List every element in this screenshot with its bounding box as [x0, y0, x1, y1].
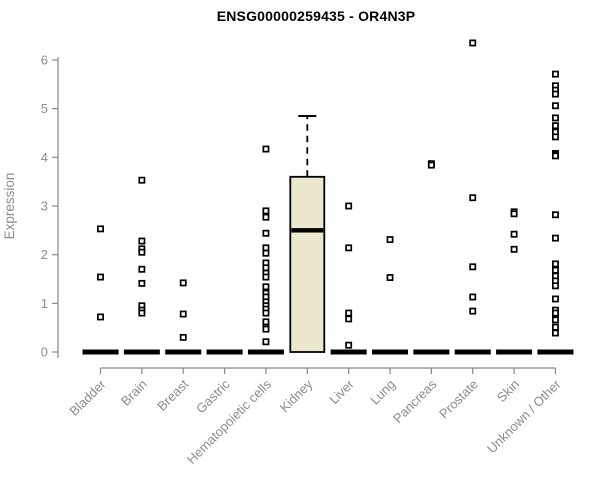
- data-point: [469, 194, 477, 202]
- data-point: [262, 283, 270, 291]
- data-point: [552, 152, 559, 160]
- data-point: [97, 273, 104, 281]
- data-point: [345, 244, 353, 252]
- data-point: [262, 273, 270, 281]
- median-line: [496, 349, 533, 355]
- data-point: [345, 341, 353, 349]
- median-line: [291, 228, 324, 233]
- data-point: [262, 325, 270, 333]
- x-tick-label: Brain: [118, 377, 150, 409]
- data-point: [262, 318, 270, 326]
- data-point: [262, 249, 270, 257]
- data-point: [262, 145, 270, 153]
- y-tick-label: 4: [41, 150, 48, 165]
- data-point: [262, 264, 270, 272]
- data-point: [262, 229, 270, 237]
- data-point: [552, 295, 559, 303]
- median-line: [123, 349, 160, 355]
- data-point: [510, 230, 518, 238]
- data-point: [552, 323, 559, 331]
- data-point: [510, 245, 518, 253]
- median-line: [206, 349, 243, 355]
- data-point: [552, 114, 559, 122]
- median-line: [82, 349, 119, 355]
- data-point: [179, 310, 187, 318]
- y-tick-label: 3: [41, 199, 48, 214]
- data-point: [552, 282, 559, 290]
- data-point: [345, 309, 353, 317]
- data-point: [552, 260, 559, 268]
- data-point: [469, 263, 477, 271]
- data-point: [97, 225, 104, 233]
- box: [289, 175, 326, 353]
- median-line: [413, 349, 450, 355]
- y-tick-label: 5: [41, 101, 48, 116]
- data-point: [552, 90, 559, 98]
- data-point: [552, 234, 559, 242]
- x-tick-label: Liver: [326, 376, 357, 407]
- median-line: [247, 349, 284, 355]
- x-tick-label: Pancreas: [390, 376, 440, 426]
- data-point: [138, 279, 146, 287]
- data-point: [262, 213, 270, 221]
- data-point: [262, 244, 270, 252]
- x-tick-label: Prostate: [436, 377, 481, 422]
- data-point: [552, 316, 559, 324]
- x-tick-label: Breast: [154, 376, 191, 413]
- data-point: [179, 279, 187, 287]
- data-point: [427, 161, 435, 169]
- data-point: [345, 202, 353, 210]
- data-point: [386, 236, 394, 244]
- data-point: [552, 133, 559, 141]
- data-point: [138, 237, 146, 245]
- data-point: [97, 313, 104, 321]
- data-point: [262, 207, 270, 215]
- data-point: [138, 309, 146, 317]
- x-tick-label: Skin: [494, 377, 522, 405]
- data-point: [552, 309, 559, 317]
- y-axis-title: Expression: [2, 173, 17, 240]
- data-point: [552, 122, 559, 130]
- median-line: [372, 349, 409, 355]
- median-line: [165, 349, 202, 355]
- data-point: [552, 266, 559, 274]
- data-point: [179, 333, 187, 341]
- x-tick-label: Unknown / Other: [484, 376, 564, 456]
- data-point: [386, 274, 394, 281]
- data-point: [469, 307, 477, 315]
- data-point: [469, 293, 477, 301]
- data-point: [552, 329, 559, 337]
- data-point: [552, 70, 559, 78]
- data-point: [552, 211, 559, 219]
- median-line: [330, 349, 367, 355]
- x-tick-label: Kidney: [277, 376, 316, 415]
- median-line: [454, 349, 491, 355]
- y-tick-label: 1: [41, 296, 48, 311]
- data-point: [138, 265, 146, 273]
- data-point: [510, 210, 518, 218]
- data-point: [262, 309, 270, 317]
- chart-title: ENSG00000259435 - OR4N3P: [216, 8, 416, 24]
- y-tick-label: 6: [41, 53, 48, 68]
- y-tick-label: 2: [41, 247, 48, 262]
- data-point: [138, 248, 146, 256]
- data-point: [552, 102, 559, 110]
- data-point: [138, 176, 146, 184]
- y-tick-label: 0: [41, 345, 48, 360]
- x-tick-label: Bladder: [66, 376, 109, 419]
- data-point: [262, 338, 270, 346]
- median-line: [537, 349, 574, 355]
- data-point: [469, 39, 477, 47]
- x-tick-label: Lung: [367, 377, 398, 408]
- data-point: [345, 315, 353, 323]
- x-tick-label: Gastric: [193, 376, 233, 416]
